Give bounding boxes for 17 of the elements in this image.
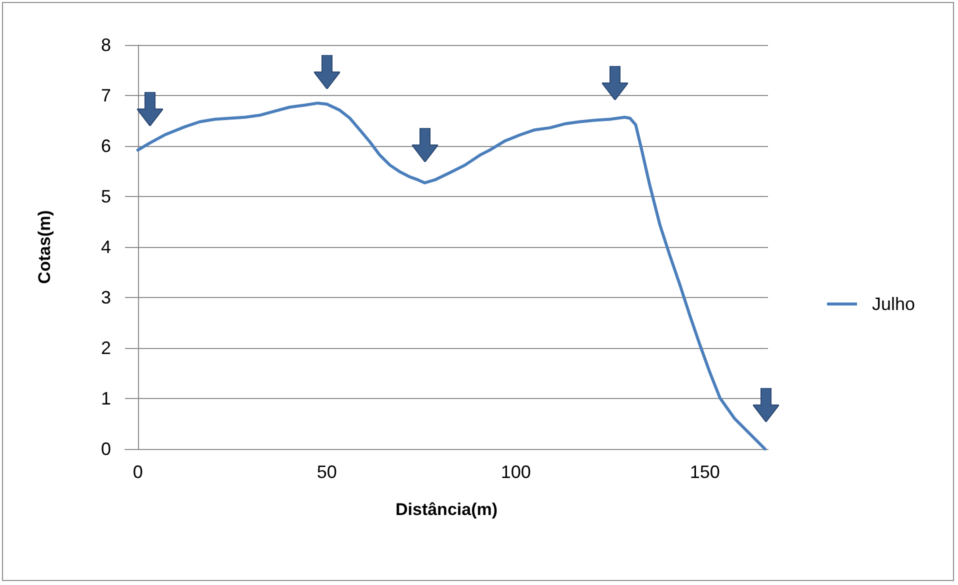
legend-label: Julho [872,294,916,314]
y-tick-label: 5 [100,186,111,206]
y-tick-label: 2 [100,338,111,358]
x-tick-label: 150 [690,462,720,482]
x-tick-label: 100 [500,462,531,482]
line-series [136,102,766,450]
y-axis-title: Cotas(m) [35,210,54,284]
y-tick-label: 1 [100,388,111,408]
y-tick-label: 7 [100,86,111,106]
y-tick-label: 3 [100,288,111,308]
y-tick-label: 0 [100,439,111,459]
y-tick-label: 8 [100,35,111,55]
x-tick-label: 0 [132,462,143,482]
x-tick-label: 50 [316,462,337,482]
x-axis-title: Distância(m) [395,500,498,519]
y-tick-label: 6 [100,136,111,156]
y-tick-label: 4 [100,237,111,257]
